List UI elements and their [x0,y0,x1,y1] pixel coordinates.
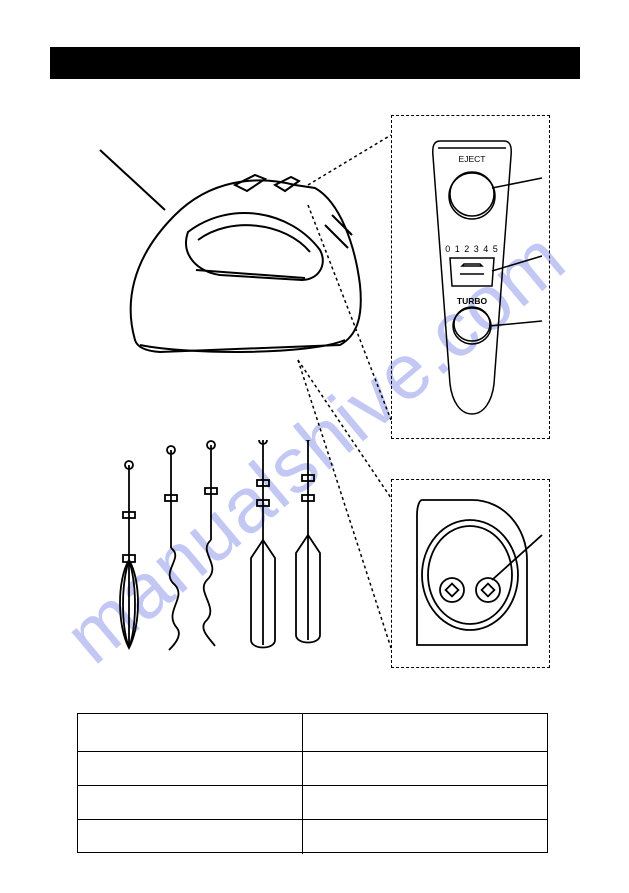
specs-table [77,713,548,853]
eject-label: EJECT [459,154,486,164]
table-cell [78,786,303,820]
turbo-label: TURBO [457,296,488,306]
speed-label: 0 1 2 3 4 5 [445,244,499,254]
table-cell [303,752,547,786]
control-panel-detail-box: EJECT 0 1 2 3 4 5 TURBO [391,115,550,439]
table-cell [78,714,303,752]
table-cell [303,714,547,752]
table-cell [303,786,547,820]
table-cell [303,820,547,854]
table-cell [78,752,303,786]
table-cell [78,820,303,854]
socket-detail-box [391,479,550,668]
attachments-diagram [95,440,350,665]
